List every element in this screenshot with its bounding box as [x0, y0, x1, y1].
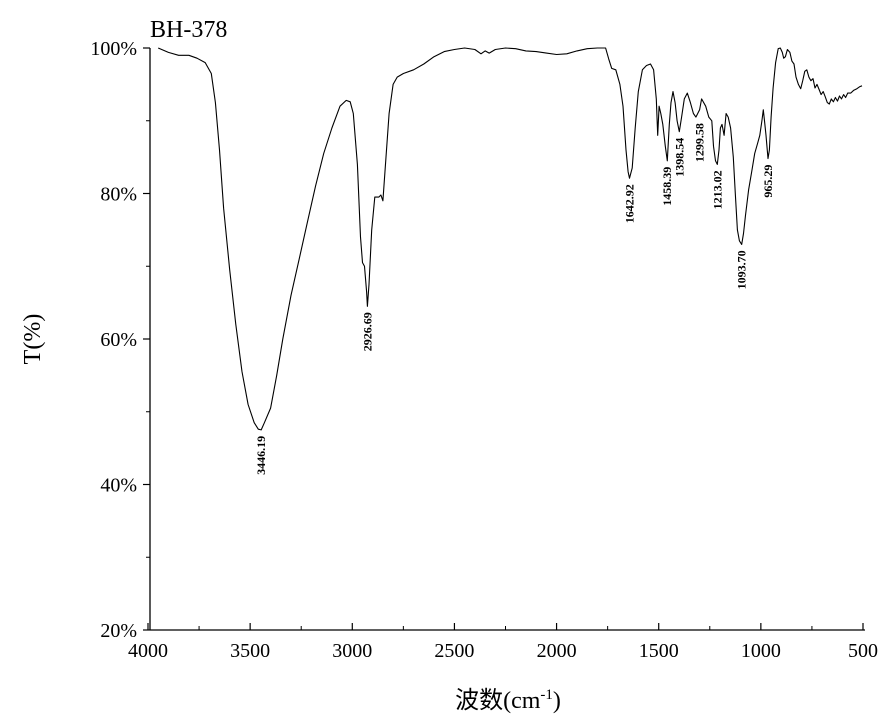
x-tick-label: 2000 — [537, 640, 577, 662]
y-axis-title: T(%) — [20, 314, 46, 365]
y-tick-label: 40% — [100, 475, 137, 497]
x-axis-title-superscript: -1 — [540, 687, 553, 703]
peak-label: 1093.70 — [735, 250, 749, 289]
y-tick-label: 20% — [100, 620, 137, 642]
x-axis-ticks: 4000 3500 3000 2500 2000 1500 1000 500 — [128, 623, 878, 662]
x-axis-title: 波数(cm-1) — [455, 687, 561, 714]
y-tick-label: 100% — [90, 38, 137, 60]
x-tick-label: 1000 — [741, 640, 781, 662]
peak-label: 1299.58 — [693, 123, 707, 162]
x-axis-title-close: ) — [553, 688, 561, 714]
x-tick-label: 1500 — [639, 640, 679, 662]
x-tick-label: 500 — [848, 640, 878, 662]
peak-label: 1458.39 — [660, 167, 674, 206]
chart-title: BH-378 — [150, 17, 227, 43]
spectrum-line — [157, 47, 863, 431]
series-layer — [157, 47, 863, 431]
peak-label: 2926.69 — [360, 312, 374, 351]
x-tick-label: 3000 — [332, 640, 372, 662]
plot-frame — [149, 48, 865, 631]
peak-label: 965.29 — [761, 165, 775, 198]
x-tick-label: 2500 — [434, 640, 474, 662]
peak-label: 3446.19 — [254, 436, 268, 475]
peak-label: 1642.92 — [623, 184, 637, 223]
x-tick-label: 3500 — [230, 640, 270, 662]
peak-label: 1398.54 — [672, 138, 686, 177]
y-tick-label: 80% — [100, 184, 137, 206]
x-axis-title-main: 波数(cm — [455, 687, 541, 714]
peak-label: 1213.02 — [710, 170, 724, 209]
y-tick-label: 60% — [100, 329, 137, 351]
x-tick-label: 4000 — [128, 640, 168, 662]
y-axis-ticks: 20% 40% 60% 80% 100% — [90, 38, 150, 642]
